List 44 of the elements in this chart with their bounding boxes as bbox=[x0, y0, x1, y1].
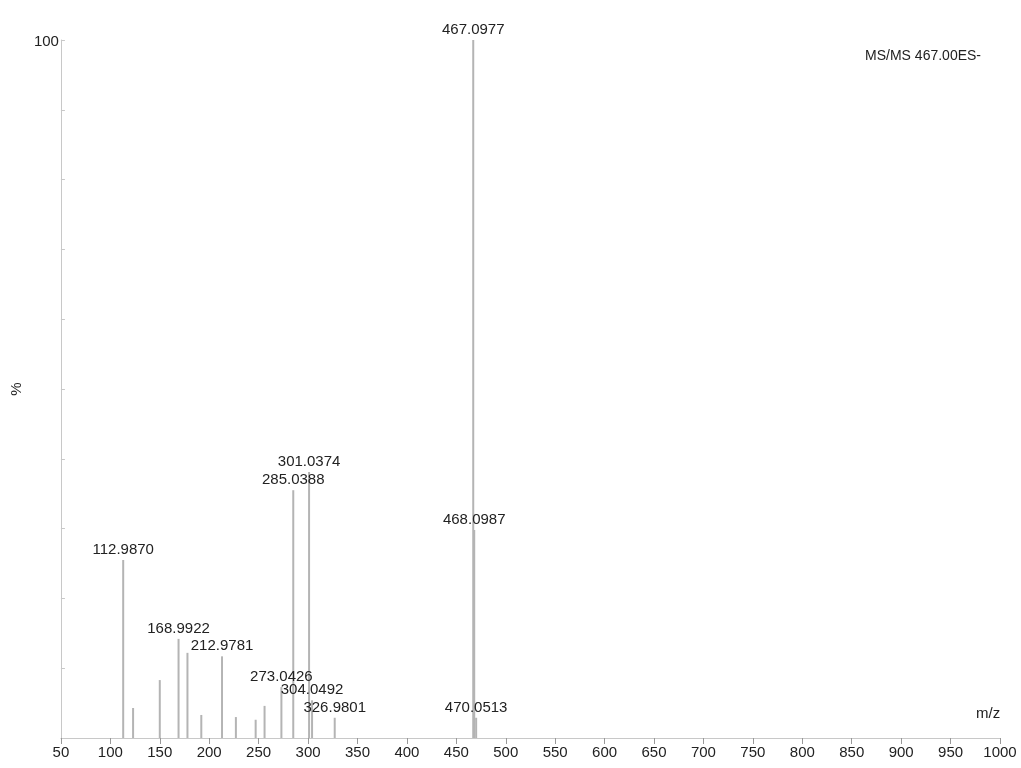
bar bbox=[132, 707, 135, 738]
annotation: 467.0977 bbox=[441, 20, 505, 37]
bar bbox=[333, 717, 336, 738]
x-tick-label: 200 bbox=[196, 743, 222, 760]
annotation: 301.0374 bbox=[277, 452, 341, 470]
x-tick-label: 400 bbox=[394, 743, 420, 760]
x-tick-label: 300 bbox=[295, 743, 321, 760]
annotation: 212.9781 bbox=[190, 636, 254, 654]
annotation: 326.9801 bbox=[303, 697, 367, 715]
bar bbox=[254, 719, 257, 738]
x-tick-label: 750 bbox=[740, 743, 766, 760]
bar bbox=[122, 560, 125, 738]
x-tick-label: 350 bbox=[344, 743, 370, 760]
bar bbox=[177, 638, 180, 738]
x-tick-label: 550 bbox=[542, 743, 568, 760]
annotation: 470.0513 bbox=[444, 697, 508, 715]
bar bbox=[280, 687, 283, 738]
x-tick-label: 250 bbox=[246, 743, 272, 760]
annotation: 468.0987 bbox=[442, 510, 506, 527]
bar bbox=[158, 680, 161, 738]
x-tick-label: 850 bbox=[839, 743, 865, 760]
x-axis-title: m/z bbox=[976, 704, 1001, 721]
annotation: MS/MS 467.00ES- bbox=[865, 47, 982, 63]
bar bbox=[186, 652, 189, 738]
x-tick-label: 950 bbox=[938, 743, 964, 760]
bar bbox=[263, 705, 266, 738]
x-tick-label: 1000 bbox=[983, 743, 1017, 760]
annotation: 168.9922 bbox=[147, 618, 210, 636]
bar bbox=[221, 656, 224, 738]
x-tick-label: 600 bbox=[592, 743, 618, 760]
x-tick-label: 650 bbox=[641, 743, 667, 760]
x-tick-label: 100 bbox=[97, 743, 123, 760]
annotation: 112.9870 bbox=[92, 540, 154, 558]
x-tick-label: 800 bbox=[789, 743, 815, 760]
x-tick-label: 700 bbox=[690, 743, 716, 760]
y-axis-title: % bbox=[7, 382, 24, 396]
annotation: 285.0388 bbox=[261, 470, 325, 488]
bar bbox=[200, 714, 203, 738]
bar bbox=[234, 717, 237, 738]
x-tick-label: 450 bbox=[443, 743, 469, 760]
x-tick-label: 50 bbox=[52, 743, 70, 760]
x-tick-label: 900 bbox=[888, 743, 914, 760]
x-tick-label: 500 bbox=[493, 743, 519, 760]
x-tick-label: 150 bbox=[147, 743, 173, 760]
